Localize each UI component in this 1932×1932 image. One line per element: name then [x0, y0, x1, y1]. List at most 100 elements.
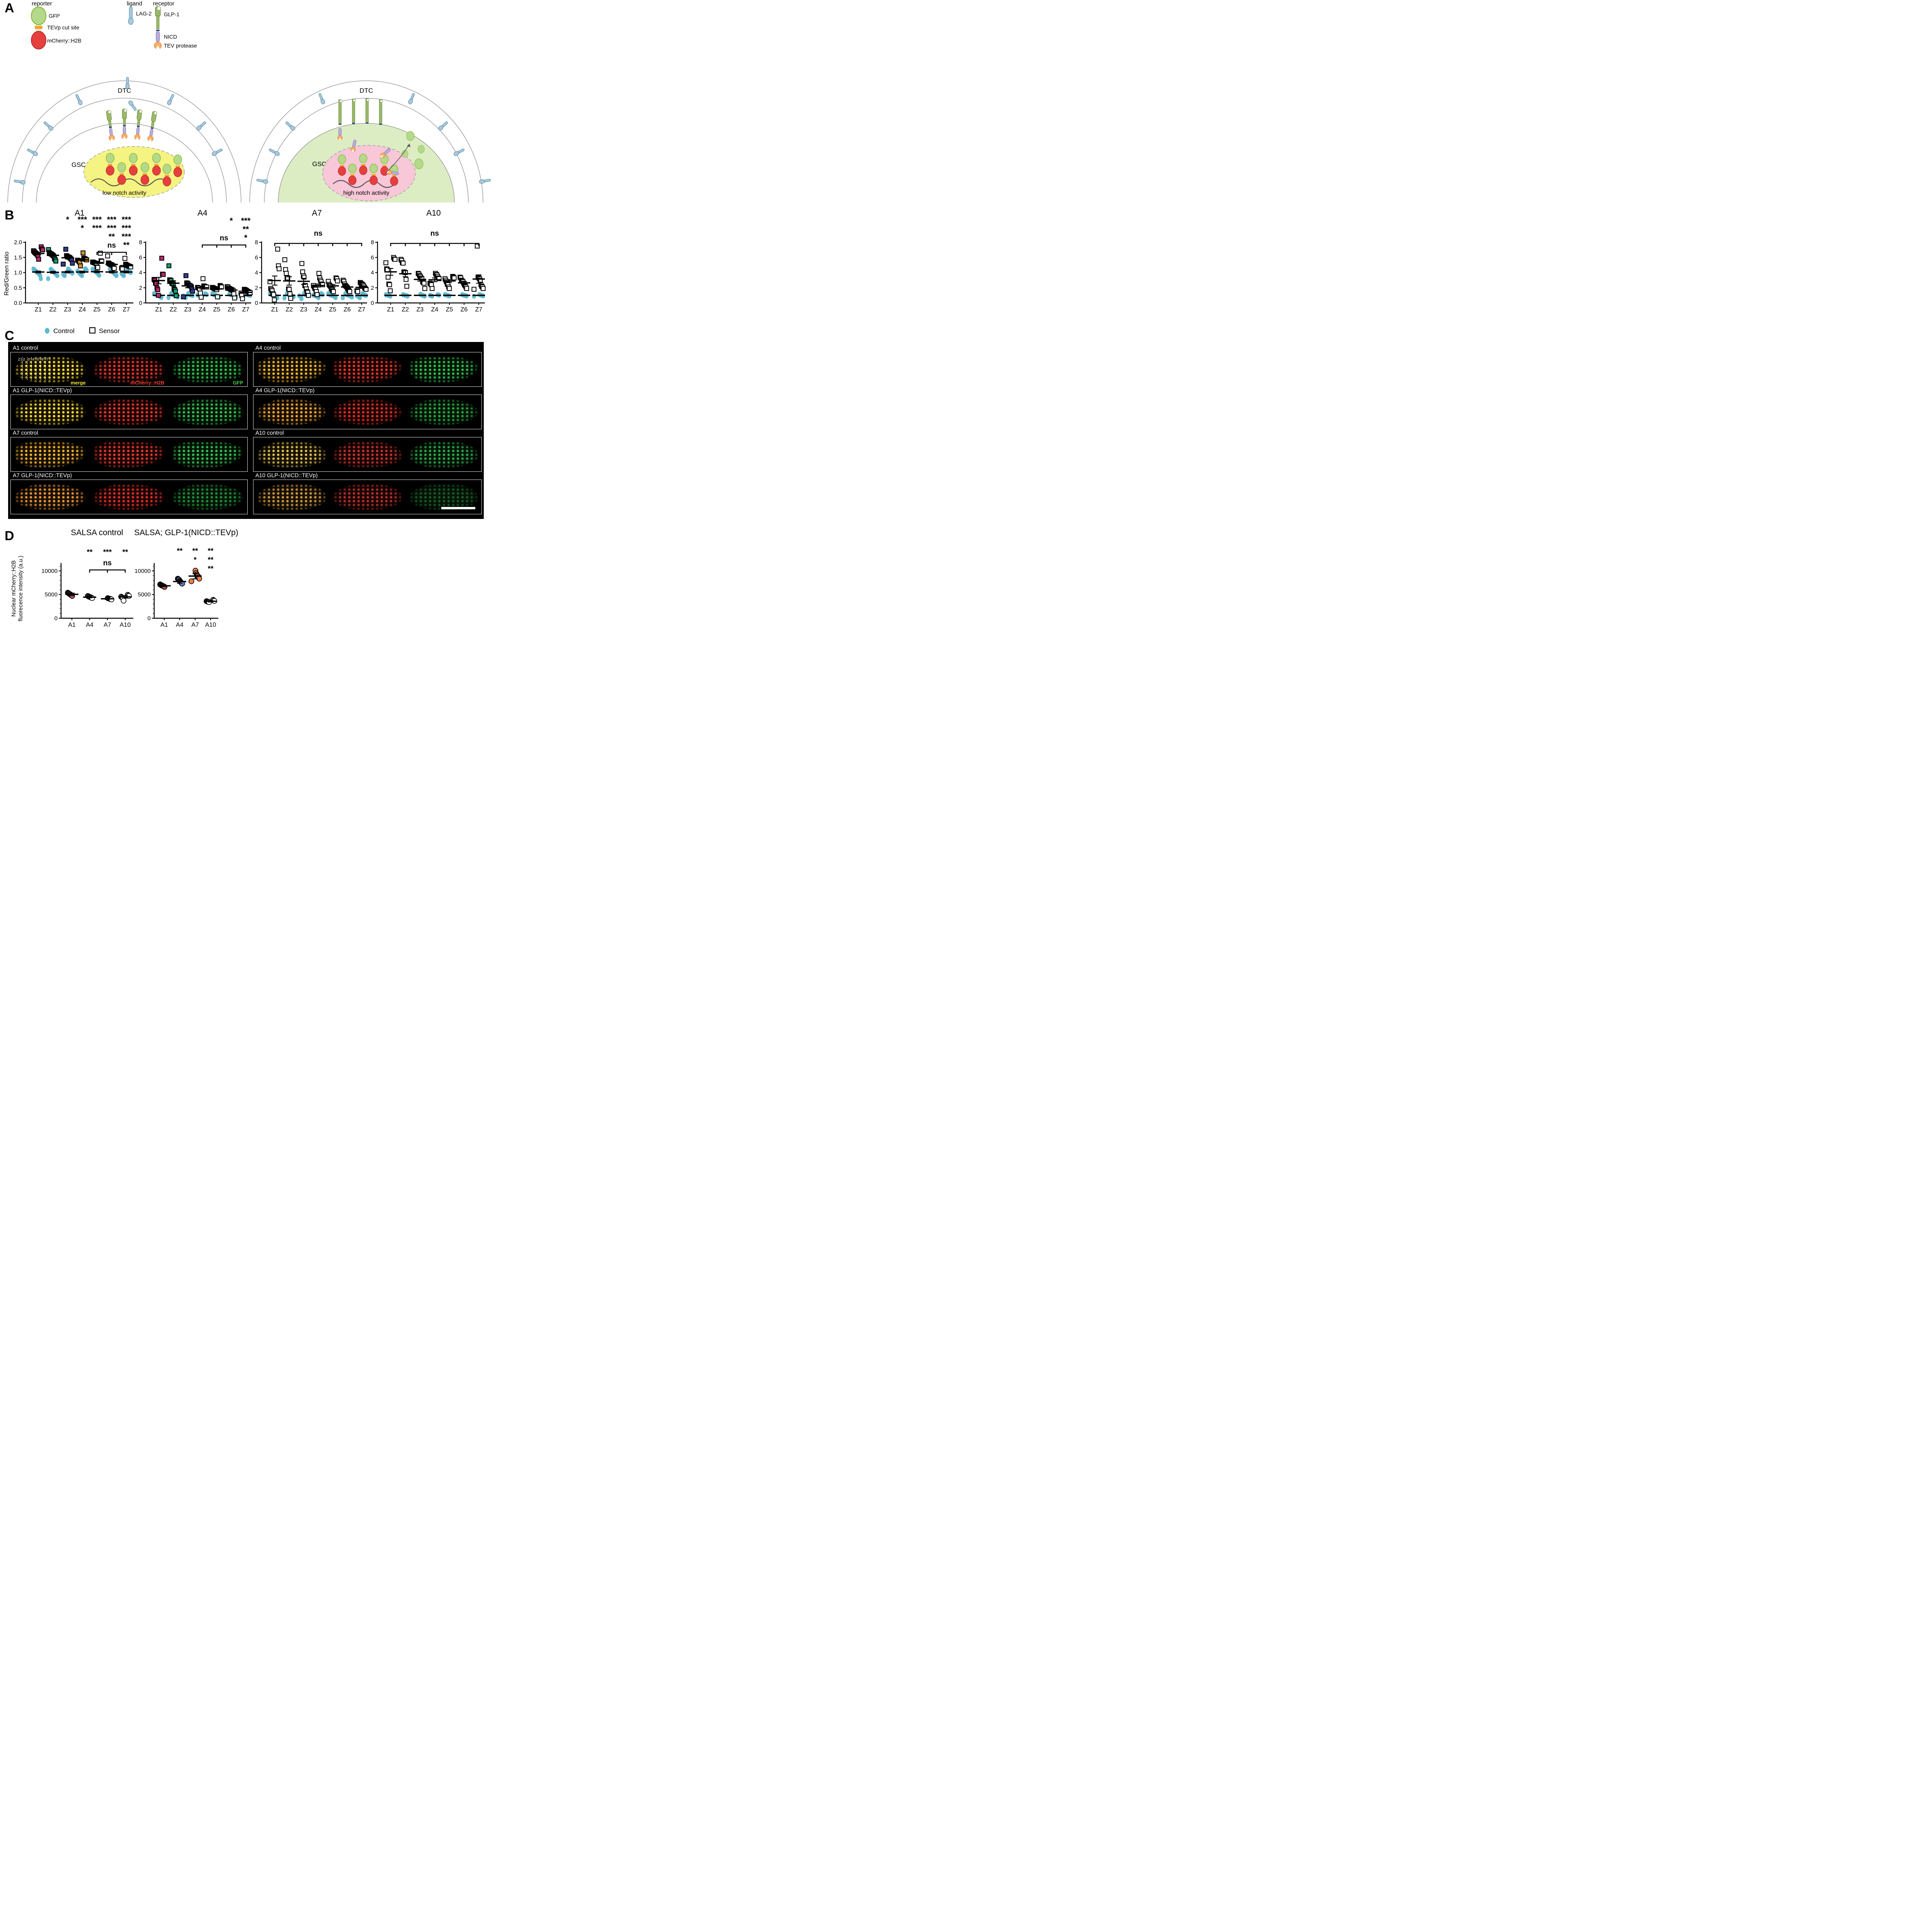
svg-text:1.0: 1.0: [14, 270, 22, 276]
panel-d-charts: Nuclear mCherry::H2B fluorecence intensi…: [11, 528, 238, 628]
svg-text:4: 4: [139, 270, 142, 276]
svg-text:*: *: [230, 216, 233, 225]
svg-text:Z7: Z7: [242, 306, 250, 313]
gfp-channel-image: [409, 398, 478, 425]
svg-text:Z2: Z2: [170, 306, 177, 313]
panel-c-label: C: [5, 328, 14, 343]
reporter-tev-cut-band: [35, 26, 43, 29]
svg-text:***: ***: [103, 548, 112, 556]
chart-a7: 0 2 4 6 8 Z1 Z2 Z3 Z4 Z5 Z6 Z7 A7 ns: [255, 209, 369, 313]
svg-text:6: 6: [255, 254, 258, 261]
mcherry-channel-image: [94, 398, 165, 425]
svg-text:ns: ns: [220, 234, 228, 242]
svg-text:SALSA control: SALSA control: [71, 528, 123, 537]
svg-text:***: ***: [122, 232, 131, 241]
merge-channel-image: [257, 441, 326, 468]
svg-text:***: ***: [122, 224, 131, 233]
micrograph-box: [253, 480, 482, 514]
dna-strand-right: [333, 180, 395, 188]
gfp-channel-image: [409, 483, 478, 510]
svg-text:ns: ns: [314, 230, 322, 238]
svg-text:A1: A1: [68, 622, 76, 628]
panel-a-label: A: [5, 1, 14, 15]
svg-text:A7: A7: [191, 622, 199, 628]
tev-protease-label: TEV protease: [164, 43, 197, 49]
panel-c-column: A1 control Z1 2 3 4 5 6 7 merge mCherry::H2B GFP A1…: [10, 342, 248, 519]
legend-control-label: Control: [53, 327, 75, 335]
gfp-channel-image: [409, 441, 478, 468]
mcherry-channel-image: [333, 441, 402, 468]
svg-text:1.5: 1.5: [14, 254, 22, 261]
svg-text:10000: 10000: [134, 568, 151, 574]
svg-text:**: **: [109, 232, 115, 241]
svg-text:Z3: Z3: [64, 306, 71, 313]
micrograph-row-label: A1 control: [13, 345, 38, 351]
svg-text:Z2: Z2: [402, 306, 409, 313]
svg-text:Z5: Z5: [329, 306, 337, 313]
zone-ruler: Z1 2 3 4 5 6 7: [18, 357, 50, 380]
channel-labels: merge mCherry::H2B GFP: [11, 380, 247, 386]
panel-d-y-axis-label-line2: fluorecence intensity (a.u.): [18, 556, 24, 621]
svg-text:Z5: Z5: [94, 306, 101, 313]
svg-text:2.0: 2.0: [14, 239, 22, 246]
reporter-legend-title: reporter: [32, 0, 52, 7]
panel-b-y-axis-label: Red/Green ratio: [3, 252, 10, 296]
svg-text:8: 8: [371, 239, 374, 246]
gfp-channel-image: [409, 356, 478, 383]
mcherry-channel-image: [333, 483, 402, 510]
ligand-legend-title: ligand: [127, 0, 142, 7]
micrograph-box: [10, 395, 248, 429]
zone-mark: 6: [41, 357, 46, 380]
svg-text:ns: ns: [430, 230, 439, 238]
svg-text:A7: A7: [104, 622, 111, 628]
lag2-head: [128, 17, 134, 25]
svg-text:0: 0: [54, 615, 58, 622]
svg-text:4: 4: [255, 270, 258, 276]
channel-label: mCherry::H2B: [130, 380, 165, 386]
micrograph-box: [10, 437, 248, 472]
channel-label: merge: [70, 380, 86, 386]
svg-text:A1: A1: [160, 622, 168, 628]
merge-channel-image: [15, 441, 86, 468]
svg-text:Z6: Z6: [108, 306, 116, 313]
svg-text:Z3: Z3: [417, 306, 424, 313]
svg-text:5000: 5000: [138, 592, 151, 598]
gsc-label-right: GSC: [312, 160, 327, 168]
svg-text:8: 8: [139, 239, 142, 246]
svg-text:A4: A4: [86, 622, 94, 628]
panel-c-column: A4 control A4 GLP-1(NICD::TEVp) A10 contro…: [253, 342, 482, 519]
micrograph-row-label: A10 control: [255, 430, 284, 436]
svg-text:***: ***: [92, 224, 102, 233]
low-notch-diagram: DTC GSC low notch activity: [7, 77, 242, 203]
mcherry-channel-image: [333, 398, 402, 425]
svg-text:**: **: [208, 565, 214, 573]
svg-text:**: **: [87, 548, 93, 556]
svg-text:***: ***: [241, 216, 251, 225]
micrograph-row-label: A7 control: [13, 430, 38, 436]
svg-text:2: 2: [371, 285, 374, 291]
svg-text:**: **: [192, 547, 198, 555]
micrograph-box: [253, 395, 482, 429]
reporter-mcherry-domain: [31, 31, 46, 49]
mcherry-h2b-label: mCherry::H2B: [47, 37, 82, 44]
svg-text:6: 6: [139, 254, 142, 261]
svg-text:ns: ns: [107, 242, 116, 250]
svg-text:8: 8: [255, 239, 258, 246]
svg-text:Z1: Z1: [155, 306, 163, 313]
svg-text:10000: 10000: [41, 568, 58, 574]
panel-b-label: B: [5, 208, 14, 223]
svg-text:***: ***: [107, 215, 117, 224]
mcherry-channel-image: [333, 356, 402, 383]
svg-text:Z4: Z4: [199, 306, 206, 313]
svg-text:Z2: Z2: [49, 306, 57, 313]
zone-mark: 4: [32, 357, 37, 380]
tev-cut-site-label: TEVp cut site: [47, 24, 79, 31]
micrograph-box: [253, 352, 482, 387]
svg-text:**: **: [208, 556, 214, 564]
merge-channel-image: [15, 398, 86, 425]
panel-b-charts: Red/Green ratio Control Sensor 0.0 0.5 1.0…: [3, 209, 486, 335]
svg-text:Z5: Z5: [213, 306, 221, 313]
gfp-release-arrowhead: [407, 144, 410, 147]
